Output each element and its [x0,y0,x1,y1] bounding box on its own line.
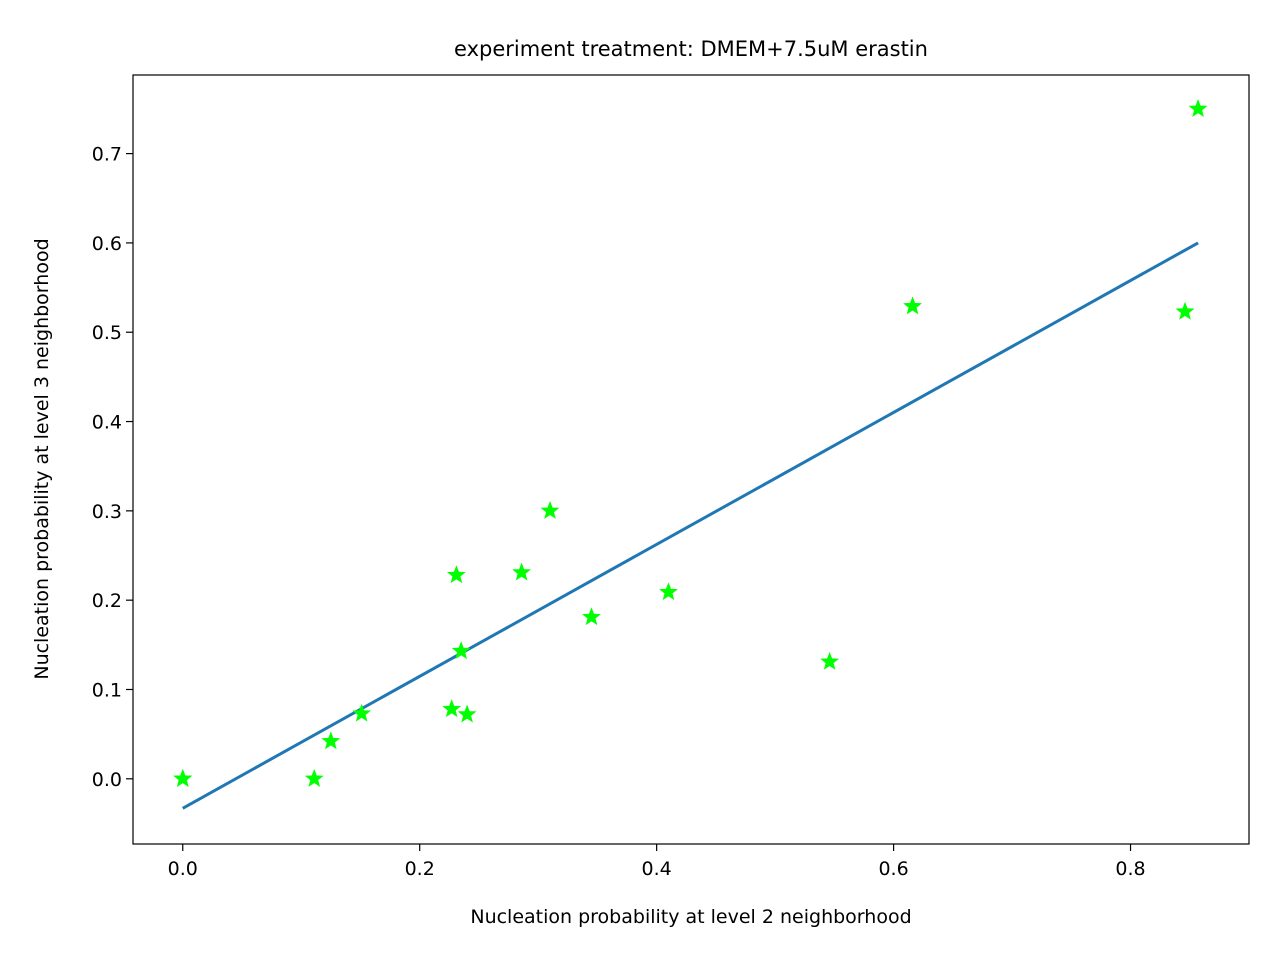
y-tick-label: 0.0 [92,769,122,791]
data-point-star [903,296,922,315]
x-tick-label: 0.2 [405,858,435,880]
data-point-star [540,500,560,519]
y-tick-label: 0.7 [92,144,122,166]
x-tick-label: 0.6 [878,858,908,880]
y-tick-label: 0.5 [92,322,122,344]
data-point-star [582,607,601,626]
y-axis-label: Nucleation probability at level 3 neighb… [31,238,53,679]
data-point-star [304,768,324,787]
y-tick-label: 0.6 [92,233,122,255]
x-axis-ticks: 0.0 0.2 0.4 0.6 0.8 [168,844,1146,880]
x-tick-label: 0.8 [1115,858,1145,880]
y-tick-label: 0.3 [92,501,122,523]
plot-frame [132,74,1250,845]
data-point-star [446,565,466,584]
data-point-star [173,768,193,787]
y-axis-ticks: 0.0 0.1 0.2 0.3 0.4 0.5 0.6 0.7 [92,144,133,791]
data-point-star [352,703,372,722]
x-axis-label: Nucleation probability at level 2 neighb… [470,906,911,928]
data-point-star [659,582,678,601]
trend-line [182,241,1199,810]
y-tick-label: 0.1 [92,679,122,701]
data-point-star [321,731,341,750]
data-point-star [512,562,532,581]
data-point-star [457,704,477,723]
x-tick-label: 0.4 [642,858,672,880]
data-point-star [820,651,840,670]
data-point-star [1175,301,1195,320]
data-point-star [442,699,462,718]
y-tick-label: 0.4 [92,412,122,434]
x-tick-label: 0.0 [168,858,198,880]
data-point-star [1188,99,1208,117]
plot-series [173,99,1208,810]
y-tick-label: 0.2 [92,590,122,612]
chart-title: experiment treatment: DMEM+7.5uM erastin [454,37,928,61]
data-point-star [451,641,471,660]
